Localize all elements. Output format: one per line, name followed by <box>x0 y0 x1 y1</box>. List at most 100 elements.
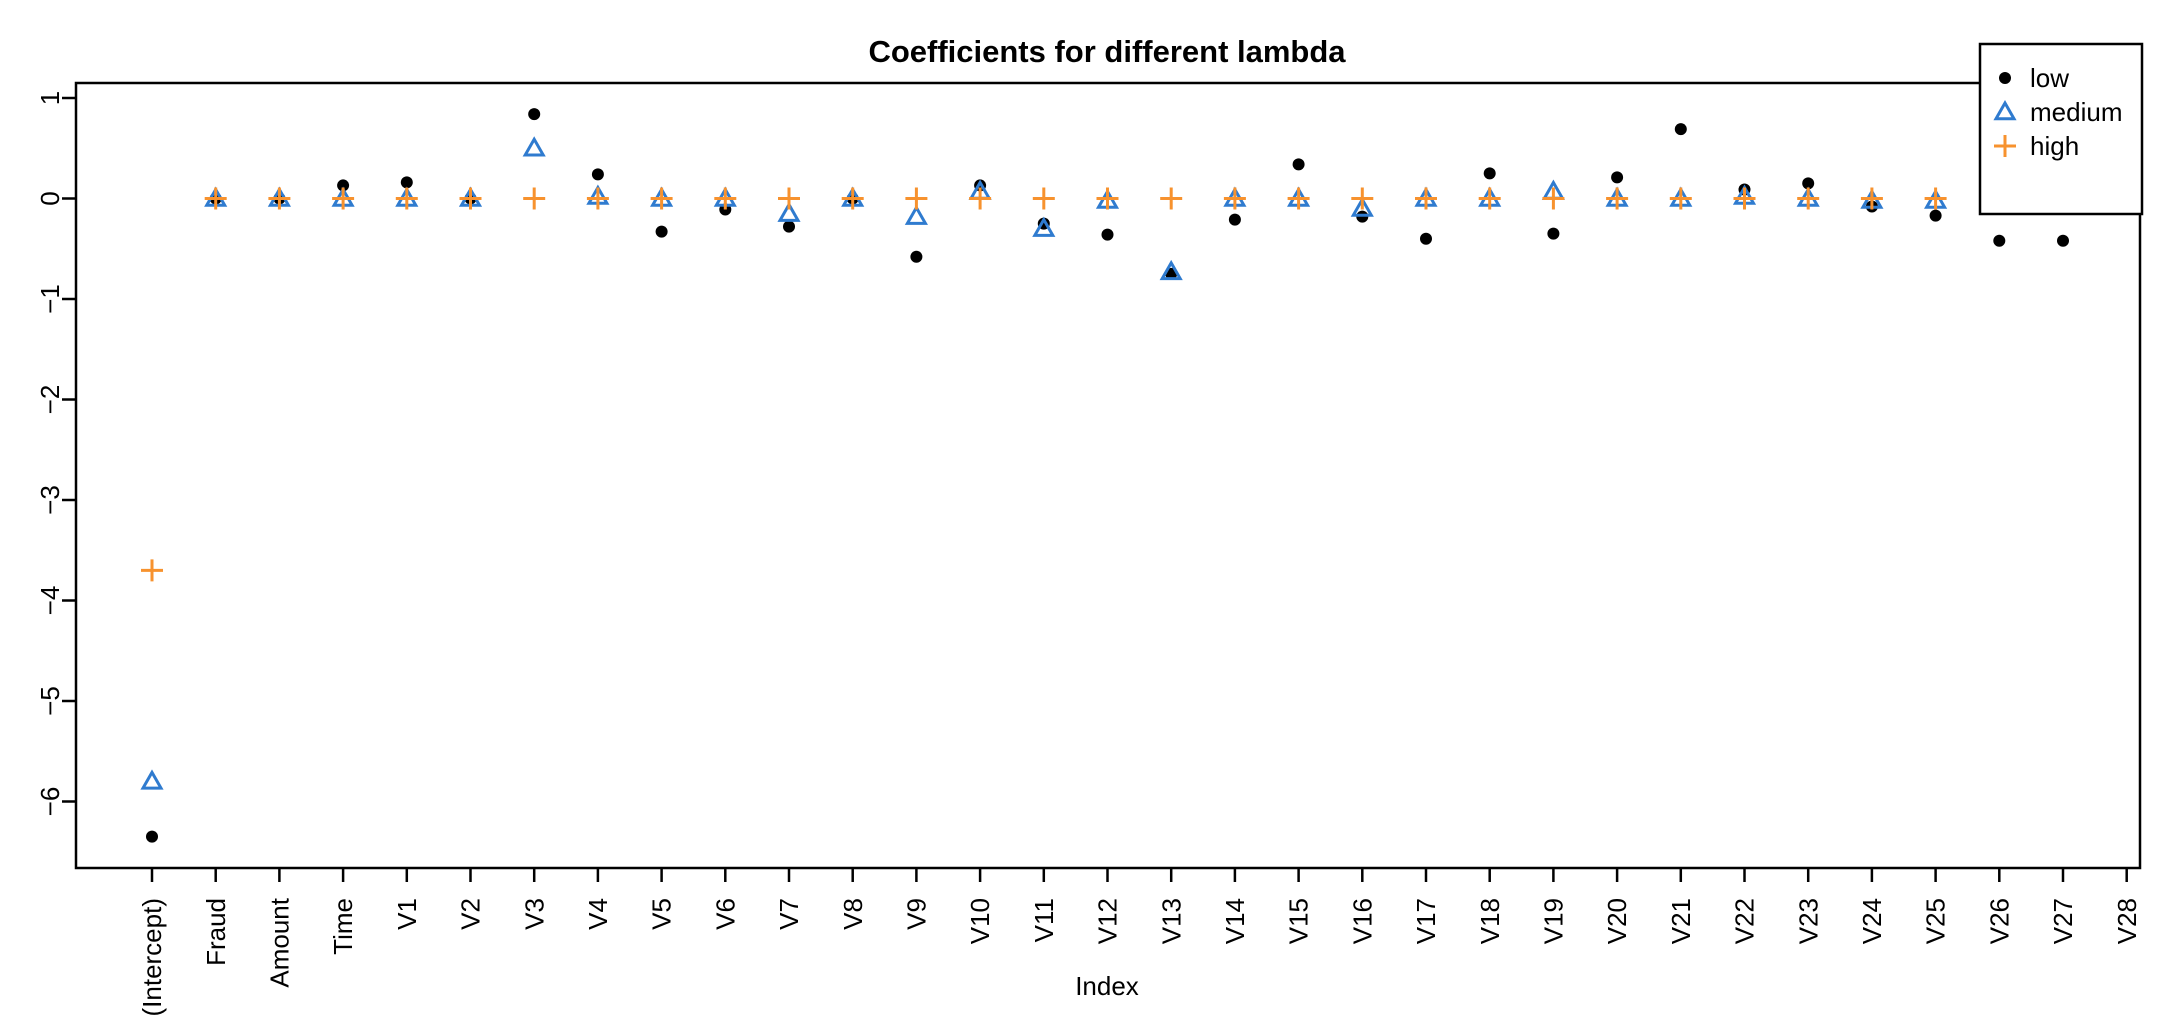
y-tick-label: −6 <box>35 787 65 817</box>
legend-marker-high <box>1994 135 2016 157</box>
x-tick-label: V5 <box>647 898 677 930</box>
point-low <box>1547 227 1560 240</box>
point-high <box>1160 187 1183 210</box>
point-high <box>141 559 163 582</box>
point-high <box>969 187 992 210</box>
x-tick-label: V20 <box>1602 898 1632 944</box>
x-tick-label: V13 <box>1156 898 1186 944</box>
point-high <box>1032 187 1055 210</box>
point-low <box>337 179 350 192</box>
point-high <box>1542 187 1565 210</box>
point-high <box>395 187 418 210</box>
x-tick-label: V6 <box>710 898 740 930</box>
point-high <box>1733 187 1756 210</box>
legend-box <box>1978 42 2144 216</box>
point-medium <box>140 769 164 790</box>
x-tick-label: V23 <box>1793 898 1823 944</box>
point-high <box>459 187 482 210</box>
x-tick-label: V21 <box>1666 898 1696 944</box>
point-high <box>1351 187 1374 210</box>
chart-title: Coefficients for different lambda <box>868 34 1346 69</box>
point-low <box>1929 209 1942 222</box>
point-low <box>1228 213 1241 226</box>
point-high <box>1606 187 1629 210</box>
x-tick-label: V17 <box>1411 898 1441 944</box>
point-low <box>2057 234 2069 247</box>
x-tick-label: V25 <box>1921 898 1951 944</box>
x-tick-label: V9 <box>902 898 932 930</box>
x-tick-label: V22 <box>1730 898 1760 944</box>
x-tick-label: V4 <box>583 898 613 930</box>
point-high <box>1797 187 1820 210</box>
x-tick-label: V8 <box>838 898 868 930</box>
x-tick-label: V15 <box>1284 898 1314 944</box>
x-tick-label: V24 <box>1857 898 1887 944</box>
point-high <box>1096 187 1119 210</box>
point-low <box>1101 228 1114 241</box>
y-tick-label: −4 <box>35 586 65 616</box>
x-tick-label: V27 <box>2048 898 2078 944</box>
point-low <box>400 176 413 189</box>
x-tick-label: V2 <box>456 898 486 930</box>
point-high <box>586 187 609 210</box>
point-high <box>714 187 737 210</box>
y-tick-label: 1 <box>35 91 65 105</box>
point-high <box>905 187 928 210</box>
point-high <box>1223 187 1246 210</box>
legend-label-high: high <box>2030 131 2079 161</box>
point-low <box>528 108 541 121</box>
point-medium <box>904 204 928 225</box>
x-tick-label: V7 <box>774 898 804 930</box>
point-high <box>1924 187 1947 210</box>
y-tick-label: −1 <box>35 284 65 314</box>
point-high <box>650 187 673 210</box>
point-high <box>778 187 800 210</box>
x-tick-label: (Intercept) <box>137 898 167 1017</box>
point-high <box>332 187 355 210</box>
point-medium <box>1032 216 1056 237</box>
x-tick-label: Time <box>328 898 358 955</box>
point-low <box>1420 232 1432 245</box>
legend-marker-low <box>1999 72 2011 84</box>
point-medium <box>522 136 546 157</box>
point-high <box>1669 187 1692 210</box>
x-tick-label: Fraud <box>201 898 231 966</box>
point-low <box>910 250 923 263</box>
point-high <box>841 187 864 210</box>
x-tick-label: V18 <box>1475 898 1505 944</box>
x-tick-label: V28 <box>2112 898 2142 944</box>
x-tick-label: V19 <box>1539 898 1569 944</box>
x-tick-label: V11 <box>1029 898 1059 942</box>
y-tick-label: −5 <box>35 686 65 716</box>
point-high <box>1287 187 1310 210</box>
point-medium <box>1350 196 1374 217</box>
point-high <box>268 187 291 210</box>
x-tick-label: V3 <box>519 898 549 930</box>
x-tick-label: V16 <box>1347 898 1377 944</box>
x-tick-label: V10 <box>965 898 995 944</box>
point-low <box>1674 123 1687 136</box>
legend-label-low: low <box>2030 63 2069 93</box>
x-axis-label: Index <box>1075 971 1139 1001</box>
x-tick-label: V14 <box>1220 898 1250 944</box>
point-medium <box>1159 259 1183 281</box>
point-high <box>1860 187 1883 210</box>
point-low <box>591 168 604 181</box>
point-low <box>1483 167 1496 180</box>
y-tick-label: 0 <box>35 191 65 205</box>
point-high <box>523 187 546 210</box>
point-low <box>1993 234 2006 247</box>
point-high <box>1478 187 1501 210</box>
point-low <box>783 220 795 233</box>
point-medium <box>777 201 801 222</box>
legend-marker-medium <box>1993 99 2017 121</box>
point-low <box>146 830 158 843</box>
point-low <box>655 225 668 238</box>
point-high <box>204 187 227 210</box>
point-high <box>1415 187 1437 210</box>
point-low <box>1292 158 1305 171</box>
point-low <box>1611 171 1624 184</box>
x-tick-label: V12 <box>1093 898 1123 944</box>
